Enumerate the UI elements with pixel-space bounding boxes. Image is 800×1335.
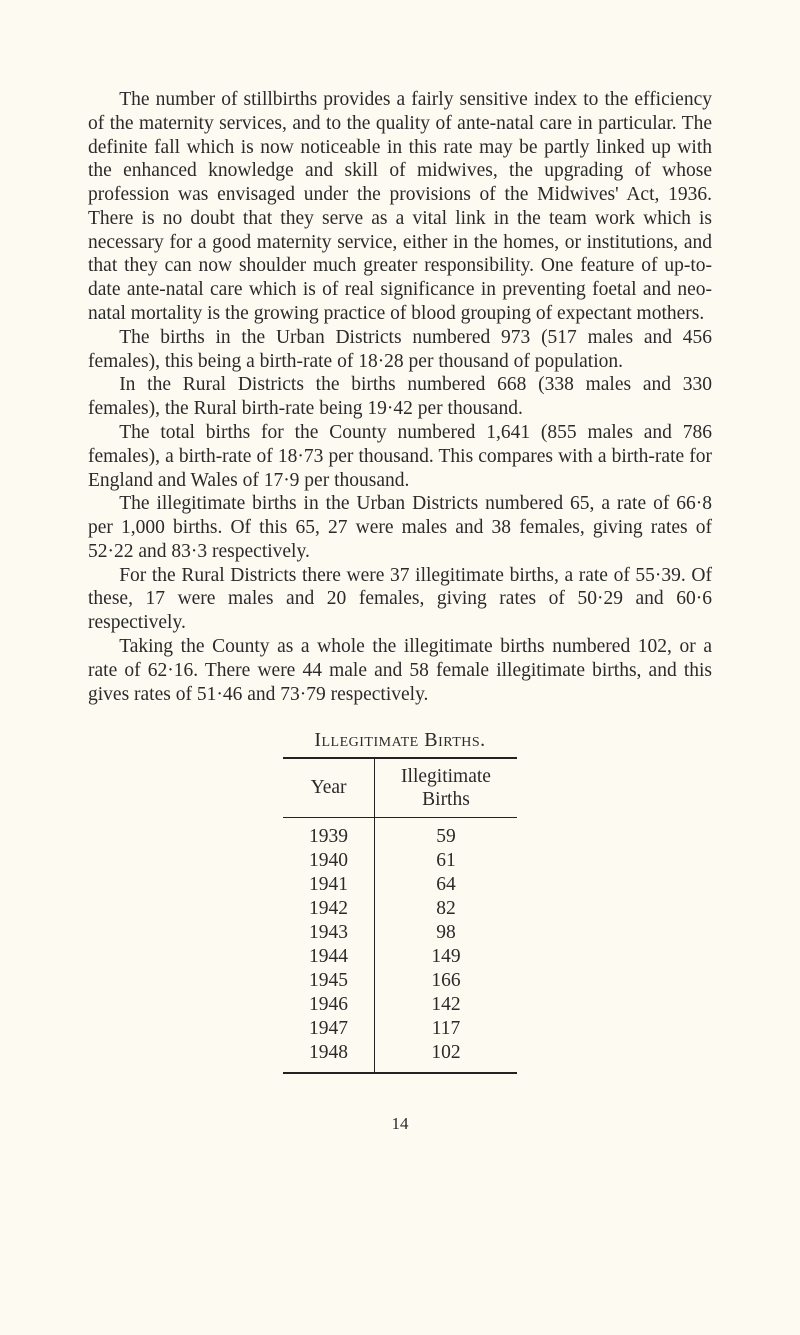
page-body: The number of stillbirths provides a fai… <box>0 0 800 1175</box>
cell-births: 98 <box>375 921 517 945</box>
page-number: 14 <box>88 1114 712 1135</box>
cell-year: 1941 <box>283 873 375 897</box>
cell-births: 59 <box>375 818 517 850</box>
table-row: 1946142 <box>283 993 517 1017</box>
table-row: 194282 <box>283 897 517 921</box>
paragraph-3: In the Rural Districts the births number… <box>88 373 712 421</box>
table-row: 194061 <box>283 849 517 873</box>
cell-year: 1946 <box>283 993 375 1017</box>
table-header-births: Illegitimate Births <box>375 758 517 818</box>
cell-year: 1945 <box>283 969 375 993</box>
cell-year: 1944 <box>283 945 375 969</box>
cell-year: 1947 <box>283 1017 375 1041</box>
cell-births: 64 <box>375 873 517 897</box>
table-header-births-line2: Births <box>422 789 470 810</box>
table-row: 193959 <box>283 818 517 850</box>
illegitimate-births-table: Year Illegitimate Births 193959 194061 1… <box>283 757 517 1075</box>
cell-year: 1948 <box>283 1041 375 1073</box>
cell-births: 117 <box>375 1017 517 1041</box>
table-header-year: Year <box>283 758 375 818</box>
table-row: 1948102 <box>283 1041 517 1073</box>
cell-births: 142 <box>375 993 517 1017</box>
paragraph-7: Taking the County as a whole the illegit… <box>88 635 712 706</box>
cell-births: 149 <box>375 945 517 969</box>
cell-births: 102 <box>375 1041 517 1073</box>
paragraph-2: The births in the Urban Districts number… <box>88 326 712 374</box>
cell-births: 82 <box>375 897 517 921</box>
table-row: 1944149 <box>283 945 517 969</box>
table-row: 194164 <box>283 873 517 897</box>
cell-year: 1939 <box>283 818 375 850</box>
table-title: Illegitimate Births. <box>88 728 712 752</box>
cell-year: 1940 <box>283 849 375 873</box>
paragraph-5: The illegitimate births in the Urban Dis… <box>88 492 712 563</box>
table-container: Year Illegitimate Births 193959 194061 1… <box>88 757 712 1075</box>
table-header-row: Year Illegitimate Births <box>283 758 517 818</box>
table-row: 1945166 <box>283 969 517 993</box>
cell-year: 1943 <box>283 921 375 945</box>
cell-year: 1942 <box>283 897 375 921</box>
paragraph-4: The total births for the County numbered… <box>88 421 712 492</box>
table-body: 193959 194061 194164 194282 194398 19441… <box>283 818 517 1074</box>
table-row: 1947117 <box>283 1017 517 1041</box>
cell-births: 61 <box>375 849 517 873</box>
cell-births: 166 <box>375 969 517 993</box>
table-row: 194398 <box>283 921 517 945</box>
table-header-births-line1: Illegitimate <box>401 766 491 787</box>
paragraph-1: The number of stillbirths provides a fai… <box>88 88 712 326</box>
paragraph-6: For the Rural Districts there were 37 il… <box>88 564 712 635</box>
